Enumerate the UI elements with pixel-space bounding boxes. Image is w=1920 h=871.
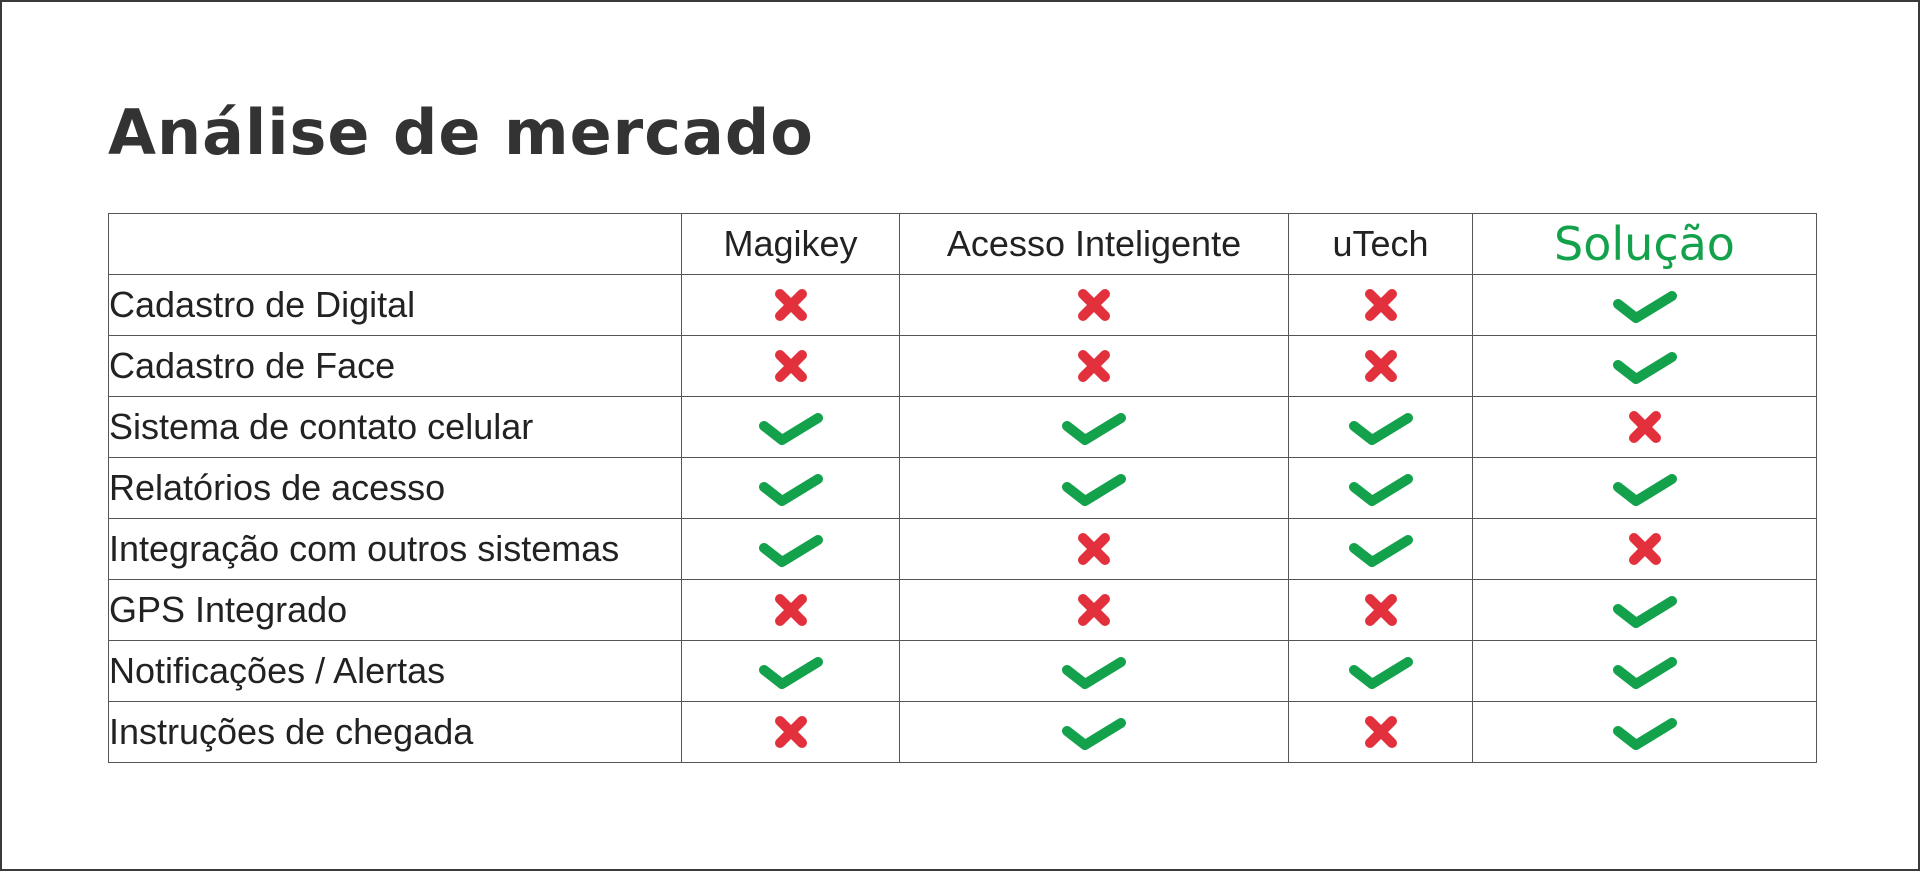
feature-label: Sistema de contato celular (108, 396, 682, 458)
cross-icon (771, 289, 811, 321)
cell-supported (1472, 701, 1817, 763)
cell-supported (899, 457, 1289, 519)
table-row: Cadastro de Digital (108, 274, 1817, 336)
cell-supported (1472, 335, 1817, 397)
header-empty-cell (108, 213, 682, 275)
cell-supported (899, 701, 1289, 763)
cell-supported (1472, 457, 1817, 519)
header-magikey: Magikey (681, 213, 900, 275)
cell-supported (899, 396, 1289, 458)
check-icon (1061, 474, 1127, 506)
header-acesso-inteligente: Acesso Inteligente (899, 213, 1289, 275)
cell-supported (681, 518, 900, 580)
feature-label: Instruções de chegada (108, 701, 682, 763)
check-icon (1348, 535, 1414, 567)
cell-supported (1472, 274, 1817, 336)
cell-not-supported (1288, 701, 1473, 763)
feature-label: Notificações / Alertas (108, 640, 682, 702)
cell-not-supported (899, 335, 1289, 397)
cell-supported (899, 640, 1289, 702)
cell-not-supported (899, 579, 1289, 641)
check-icon (1612, 596, 1678, 628)
cross-icon (1074, 594, 1114, 626)
cell-not-supported (1288, 335, 1473, 397)
cell-supported (1472, 640, 1817, 702)
cross-icon (1625, 411, 1665, 443)
cross-icon (771, 716, 811, 748)
table-row: Sistema de contato celular (108, 396, 1817, 458)
feature-label: GPS Integrado (108, 579, 682, 641)
cross-icon (1074, 350, 1114, 382)
table-row: Cadastro de Face (108, 335, 1817, 397)
table-row: Integração com outros sistemas (108, 518, 1817, 580)
cross-icon (1625, 533, 1665, 565)
check-icon (758, 535, 824, 567)
cell-not-supported (681, 701, 900, 763)
check-icon (758, 474, 824, 506)
header-utech: uTech (1288, 213, 1473, 275)
cell-not-supported (899, 518, 1289, 580)
cell-not-supported (1288, 274, 1473, 336)
cell-not-supported (899, 274, 1289, 336)
table-row: GPS Integrado (108, 579, 1817, 641)
comparison-table: Magikey Acesso Inteligente uTech Solução… (108, 213, 1817, 763)
check-icon (1612, 474, 1678, 506)
table-row: Instruções de chegada (108, 701, 1817, 763)
cross-icon (1074, 289, 1114, 321)
cell-supported (1288, 457, 1473, 519)
cell-not-supported (1288, 579, 1473, 641)
check-icon (758, 657, 824, 689)
table-row: Relatórios de acesso (108, 457, 1817, 519)
cross-icon (771, 594, 811, 626)
cross-icon (1361, 716, 1401, 748)
cell-supported (1288, 640, 1473, 702)
cell-supported (1288, 396, 1473, 458)
check-icon (1348, 413, 1414, 445)
check-icon (1061, 718, 1127, 750)
page-title: Análise de mercado (108, 96, 814, 169)
check-icon (1612, 352, 1678, 384)
feature-label: Relatórios de acesso (108, 457, 682, 519)
cell-supported (1472, 579, 1817, 641)
cell-supported (681, 457, 900, 519)
feature-label: Cadastro de Face (108, 335, 682, 397)
check-icon (758, 413, 824, 445)
table-header-row: Magikey Acesso Inteligente uTech Solução (108, 213, 1817, 275)
cell-not-supported (1472, 518, 1817, 580)
check-icon (1612, 718, 1678, 750)
table-row: Notificações / Alertas (108, 640, 1817, 702)
cell-supported (681, 396, 900, 458)
cross-icon (1074, 533, 1114, 565)
cell-not-supported (681, 579, 900, 641)
feature-label: Cadastro de Digital (108, 274, 682, 336)
cross-icon (1361, 350, 1401, 382)
check-icon (1612, 657, 1678, 689)
check-icon (1061, 657, 1127, 689)
header-solucao: Solução (1472, 213, 1817, 275)
cross-icon (1361, 594, 1401, 626)
cell-not-supported (681, 335, 900, 397)
check-icon (1061, 413, 1127, 445)
cell-not-supported (681, 274, 900, 336)
check-icon (1612, 291, 1678, 323)
check-icon (1348, 474, 1414, 506)
cell-supported (681, 640, 900, 702)
cell-not-supported (1472, 396, 1817, 458)
cross-icon (1361, 289, 1401, 321)
check-icon (1348, 657, 1414, 689)
cell-supported (1288, 518, 1473, 580)
table-body: Cadastro de Digital Cadastro de Face Sis… (108, 274, 1817, 763)
feature-label: Integração com outros sistemas (108, 518, 682, 580)
cross-icon (771, 350, 811, 382)
